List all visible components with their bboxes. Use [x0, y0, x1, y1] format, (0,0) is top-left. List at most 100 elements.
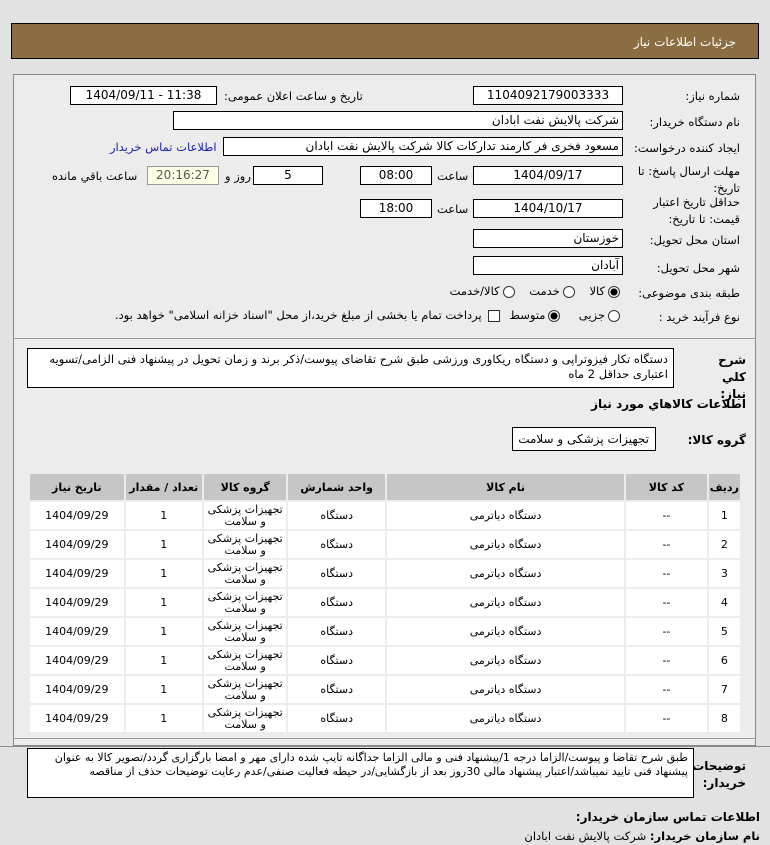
table-row: 1 -- دستگاه دیاترمی دستگاه تجهیزات پزشکی و س…	[30, 502, 740, 529]
cell-date: 1404/09/29	[30, 502, 124, 529]
goods-table: ردیف کد کالا نام کالا واحد شمارش گروه کالا تع…	[28, 472, 742, 734]
cell-name: دستگاه دیاترمی	[386, 502, 625, 529]
need-number-field[interactable]: 1104092179003333	[473, 86, 623, 105]
radio-icon[interactable]	[608, 309, 620, 322]
cell-unit: دستگاه	[288, 647, 385, 674]
notes-label: توضیحات خریدار:	[692, 759, 746, 790]
table-row: 3 -- دستگاه دیاترمی دستگاه تجهیزات پزشکی و س…	[30, 560, 740, 587]
cell-date: 1404/09/29	[30, 618, 124, 645]
cell-unit: دستگاه	[288, 589, 385, 616]
need-number-label: شماره نیاز:	[685, 89, 740, 103]
cell-group: تجهیزات پزشکی و سلامت	[203, 560, 287, 587]
days-field[interactable]: 5	[253, 166, 323, 185]
radio-minor[interactable]: جزیی	[579, 308, 620, 322]
cell-n: 8	[708, 705, 740, 732]
announce-field[interactable]: 1404/09/11 - 11:38	[70, 86, 217, 105]
cell-name: دستگاه دیاترمی	[386, 560, 625, 587]
cell-unit: دستگاه	[288, 531, 385, 558]
cell-name: دستگاه دیاترمی	[386, 705, 625, 732]
cell-group: تجهیزات پزشکی و سلامت	[203, 618, 287, 645]
remaining-time-field: 20:16:27	[147, 166, 219, 185]
table-row: 7 -- دستگاه دیاترمی دستگاه تجهیزات پزشکی و س…	[30, 676, 740, 703]
deadline-time-field[interactable]: 08:00	[360, 166, 432, 185]
cell-qty: 1	[125, 502, 202, 529]
cell-group: تجهیزات پزشکی و سلامت	[203, 531, 287, 558]
province-field[interactable]: خوزستان	[473, 229, 623, 248]
cell-group: تجهیزات پزشکی و سلامت	[203, 647, 287, 674]
cell-name: دستگاه دیاترمی	[386, 647, 625, 674]
cell-qty: 1	[125, 618, 202, 645]
cell-code: --	[626, 705, 707, 732]
creator-field[interactable]: مسعود فخری فر کارمند تدارکات کالا شرکت پ…	[223, 137, 623, 156]
column-header: گروه کالا	[203, 474, 287, 500]
radio-medium[interactable]: متوسط	[509, 308, 561, 322]
cell-n: 1	[708, 502, 740, 529]
cell-date: 1404/09/29	[30, 705, 124, 732]
radio-goods-service[interactable]: کالا/خدمت	[450, 284, 515, 298]
cell-qty: 1	[125, 531, 202, 558]
deadline-date-field[interactable]: 1404/09/17	[473, 166, 623, 185]
validity-label: حداقل تاریخ اعتبار قیمت: تا تاریخ:	[653, 195, 740, 226]
column-header: ردیف	[708, 474, 740, 500]
cell-n: 7	[708, 676, 740, 703]
summary-text: دستگاه تکار فیزوتراپی و دستگاه ریکاوری و…	[27, 348, 674, 388]
cell-unit: دستگاه	[288, 502, 385, 529]
cell-date: 1404/09/29	[30, 531, 124, 558]
radio-selected-icon[interactable]	[548, 309, 561, 322]
buyer-name-field[interactable]: شرکت پالایش نفت ابادان	[173, 111, 623, 130]
goods-section-title: اطلاعات کالاهاي مورد نياز	[591, 397, 746, 411]
panel-bottom-border	[0, 746, 770, 747]
cell-name: دستگاه دیاترمی	[386, 589, 625, 616]
payment-note: پرداخت تمام یا بخشی از مبلغ خرید،از محل …	[114, 308, 482, 322]
table-row: 8 -- دستگاه دیاترمی دستگاه تجهیزات پزشکی و س…	[30, 705, 740, 732]
announce-label: تاریخ و ساعت اعلان عمومی:	[224, 89, 363, 103]
cell-unit: دستگاه	[288, 676, 385, 703]
radio-icon[interactable]	[502, 285, 515, 298]
cell-date: 1404/09/29	[30, 647, 124, 674]
validity-date-field[interactable]: 1404/10/17	[473, 199, 623, 218]
process-label: نوع فرآیند خرید :	[658, 310, 740, 324]
radio-icon[interactable]	[562, 285, 575, 298]
cell-code: --	[626, 502, 707, 529]
validity-time-field[interactable]: 18:00	[360, 199, 432, 218]
cell-qty: 1	[125, 560, 202, 587]
cell-n: 5	[708, 618, 740, 645]
contact-org-label: نام سازمان خریدار:	[649, 829, 760, 843]
cell-n: 3	[708, 560, 740, 587]
cell-group: تجهیزات پزشکی و سلامت	[203, 502, 287, 529]
cell-code: --	[626, 676, 707, 703]
cell-group: تجهیزات پزشکی و سلامت	[203, 589, 287, 616]
radio-goods[interactable]: کالا	[589, 284, 620, 298]
column-header: واحد شمارش	[288, 474, 385, 500]
table-row: 6 -- دستگاه دیاترمی دستگاه تجهیزات پزشکی و س…	[30, 647, 740, 674]
goods-group-field: تجهیزات پزشکی و سلامت	[512, 427, 656, 451]
cell-group: تجهیزات پزشکی و سلامت	[203, 705, 287, 732]
process-radio-group: جزیی متوسط پرداخت تمام یا بخشی از مبلغ خ…	[115, 308, 620, 322]
divider	[13, 338, 756, 339]
cell-code: --	[626, 589, 707, 616]
radio-selected-icon[interactable]	[608, 285, 620, 298]
contact-org: نام سازمان خریدار: شرکت پالایش نفت ابادا…	[524, 829, 760, 843]
cell-name: دستگاه دیاترمی	[386, 531, 625, 558]
cell-code: --	[626, 618, 707, 645]
buyer-contact-link[interactable]: اطلاعات تماس خریدار	[110, 140, 217, 154]
contact-title: اطلاعات تماس سازمان خریدار:	[575, 810, 760, 824]
province-label: استان محل تحویل:	[649, 233, 740, 247]
cell-n: 6	[708, 647, 740, 674]
cell-n: 2	[708, 531, 740, 558]
cell-qty: 1	[125, 676, 202, 703]
cell-n: 4	[708, 589, 740, 616]
column-header: نام کالا	[386, 474, 625, 500]
category-label: طبقه بندی موضوعی:	[638, 286, 740, 300]
cell-unit: دستگاه	[288, 705, 385, 732]
city-field[interactable]: آبادان	[473, 256, 623, 275]
cell-unit: دستگاه	[288, 618, 385, 645]
radio-service[interactable]: خدمت	[529, 284, 575, 298]
goods-group-label: گروه کالا:	[687, 433, 746, 447]
treasury-checkbox[interactable]	[487, 309, 500, 322]
buyer-name-label: نام دستگاه خریدار:	[649, 115, 740, 129]
deadline-label: مهلت ارسال پاسخ: تا تاریخ:	[637, 164, 740, 195]
cell-code: --	[626, 647, 707, 674]
column-header: تعداد / مقدار	[125, 474, 202, 500]
cell-qty: 1	[125, 705, 202, 732]
